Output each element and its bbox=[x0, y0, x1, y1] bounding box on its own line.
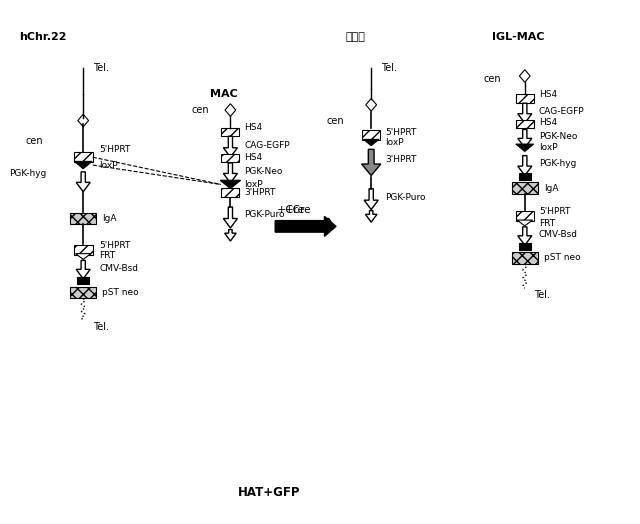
Text: PGK-Puro: PGK-Puro bbox=[385, 192, 426, 202]
FancyArrow shape bbox=[225, 230, 236, 241]
Text: PGK-hyg: PGK-hyg bbox=[10, 169, 47, 179]
Text: PGK-Neo: PGK-Neo bbox=[539, 132, 577, 141]
FancyBboxPatch shape bbox=[74, 245, 93, 255]
FancyBboxPatch shape bbox=[74, 152, 93, 162]
FancyBboxPatch shape bbox=[519, 243, 531, 250]
Polygon shape bbox=[520, 70, 530, 82]
Text: loxP: loxP bbox=[244, 180, 263, 189]
Text: 5'HPRT: 5'HPRT bbox=[99, 241, 131, 250]
Text: 副産物: 副産物 bbox=[346, 31, 365, 42]
Text: +Cre: +Cre bbox=[285, 204, 312, 215]
FancyArrow shape bbox=[518, 156, 532, 176]
Text: hChr.22: hChr.22 bbox=[19, 31, 67, 42]
Text: Tel.: Tel. bbox=[93, 322, 109, 333]
FancyBboxPatch shape bbox=[221, 188, 239, 197]
Text: loxP: loxP bbox=[539, 143, 557, 152]
Text: pST neo: pST neo bbox=[102, 288, 139, 297]
FancyBboxPatch shape bbox=[221, 128, 239, 136]
FancyBboxPatch shape bbox=[516, 211, 534, 221]
FancyArrow shape bbox=[275, 216, 336, 236]
Text: cen: cen bbox=[483, 73, 501, 84]
FancyArrow shape bbox=[76, 260, 90, 279]
Polygon shape bbox=[517, 220, 532, 226]
Text: 3'HPRT: 3'HPRT bbox=[244, 188, 276, 197]
Text: HS4: HS4 bbox=[244, 152, 262, 162]
FancyArrow shape bbox=[223, 163, 237, 183]
Polygon shape bbox=[220, 180, 241, 189]
Text: +Cre: +Cre bbox=[277, 204, 305, 215]
Text: IgA: IgA bbox=[544, 183, 559, 193]
FancyBboxPatch shape bbox=[519, 173, 531, 180]
Text: CAG-EGFP: CAG-EGFP bbox=[244, 140, 290, 150]
Text: loxP: loxP bbox=[99, 160, 118, 170]
Polygon shape bbox=[366, 99, 376, 111]
FancyBboxPatch shape bbox=[70, 213, 96, 224]
Text: cen: cen bbox=[326, 115, 344, 126]
Polygon shape bbox=[516, 144, 534, 151]
Text: CMV-Bsd: CMV-Bsd bbox=[539, 230, 578, 239]
Text: IGL-MAC: IGL-MAC bbox=[492, 31, 545, 42]
Text: cen: cen bbox=[26, 136, 44, 147]
FancyBboxPatch shape bbox=[221, 154, 239, 162]
Text: FRT: FRT bbox=[99, 250, 115, 260]
Text: Tel.: Tel. bbox=[93, 63, 109, 73]
FancyArrow shape bbox=[76, 172, 90, 192]
Text: HS4: HS4 bbox=[244, 123, 262, 133]
Text: Tel.: Tel. bbox=[534, 290, 550, 300]
FancyBboxPatch shape bbox=[362, 130, 380, 140]
Text: PGK-hyg: PGK-hyg bbox=[539, 159, 576, 168]
FancyBboxPatch shape bbox=[512, 182, 538, 194]
FancyArrow shape bbox=[518, 129, 532, 148]
FancyArrow shape bbox=[223, 207, 237, 228]
Text: 5'HPRT: 5'HPRT bbox=[539, 207, 570, 216]
Text: 5'HPRT: 5'HPRT bbox=[99, 145, 131, 154]
Text: HS4: HS4 bbox=[539, 118, 557, 127]
Text: PGK-Neo: PGK-Neo bbox=[244, 167, 283, 176]
FancyBboxPatch shape bbox=[512, 252, 538, 264]
Text: CAG-EGFP: CAG-EGFP bbox=[539, 107, 584, 116]
Polygon shape bbox=[364, 139, 379, 146]
Text: Tel.: Tel. bbox=[381, 63, 397, 73]
Text: IgA: IgA bbox=[102, 214, 117, 223]
Text: pST neo: pST neo bbox=[544, 253, 580, 263]
Polygon shape bbox=[78, 114, 88, 127]
Text: CMV-Bsd: CMV-Bsd bbox=[99, 264, 138, 273]
Polygon shape bbox=[225, 104, 236, 116]
Text: 5'HPRT: 5'HPRT bbox=[385, 127, 417, 137]
Text: loxP: loxP bbox=[385, 138, 404, 147]
Text: MAC: MAC bbox=[210, 89, 238, 100]
FancyArrow shape bbox=[518, 227, 532, 245]
FancyArrow shape bbox=[364, 189, 378, 210]
Text: HAT+GFP: HAT+GFP bbox=[237, 486, 300, 499]
Text: PGK-Puro: PGK-Puro bbox=[244, 210, 285, 220]
Text: FRT: FRT bbox=[539, 219, 555, 228]
FancyBboxPatch shape bbox=[516, 94, 534, 103]
Text: 3'HPRT: 3'HPRT bbox=[385, 155, 417, 165]
Text: cen: cen bbox=[192, 105, 210, 115]
FancyBboxPatch shape bbox=[516, 120, 534, 128]
FancyArrow shape bbox=[365, 211, 377, 222]
Text: HS4: HS4 bbox=[539, 90, 557, 99]
Polygon shape bbox=[76, 254, 91, 259]
FancyBboxPatch shape bbox=[70, 287, 96, 298]
FancyArrow shape bbox=[223, 136, 237, 157]
FancyArrow shape bbox=[518, 103, 532, 123]
FancyArrow shape bbox=[362, 149, 381, 176]
FancyBboxPatch shape bbox=[77, 277, 89, 284]
Polygon shape bbox=[74, 161, 92, 169]
